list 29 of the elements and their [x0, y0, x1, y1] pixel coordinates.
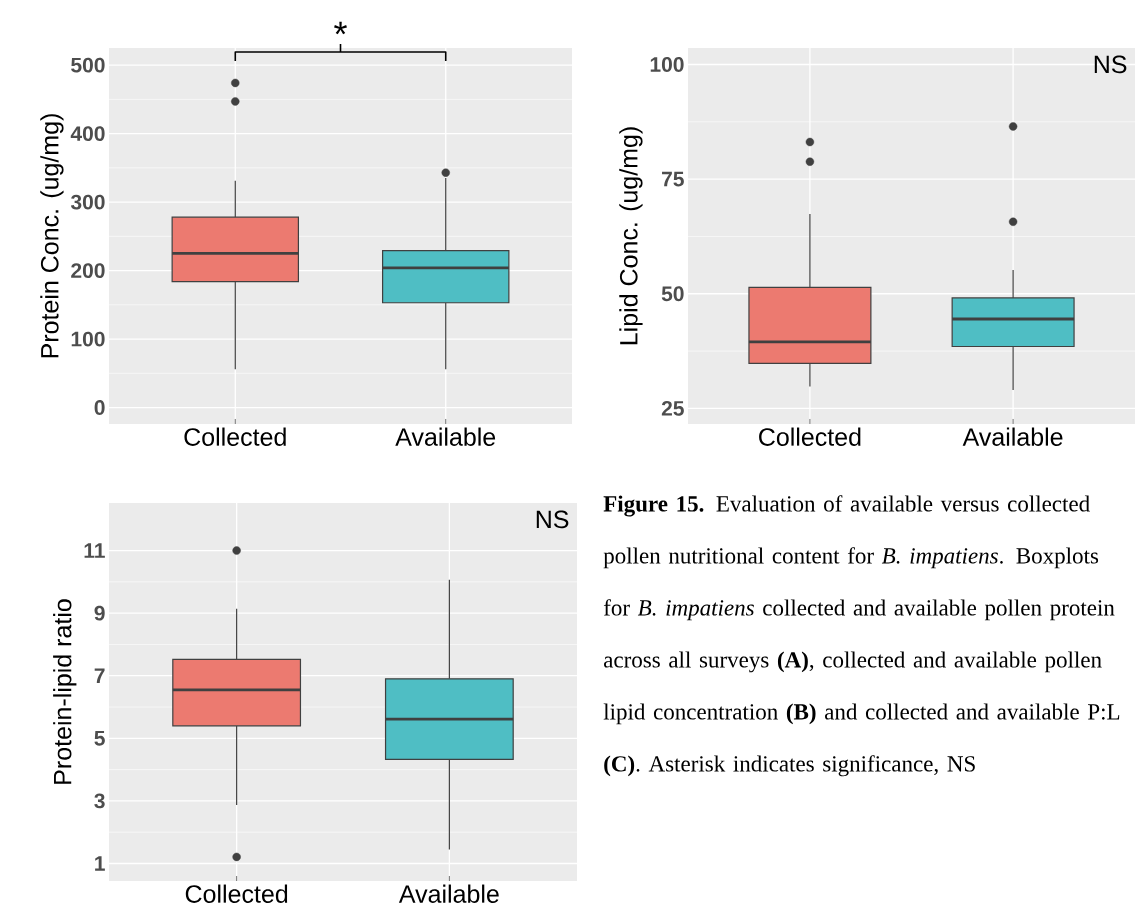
y-tick-label: 5 [94, 730, 105, 746]
y-tick-label: 0 [94, 400, 105, 415]
y-axis-title: Protein-lipid ratio [53, 599, 77, 784]
x-tick-label: Collected [184, 427, 286, 446]
x-tick-label: Collected [759, 427, 861, 446]
text: * [334, 21, 347, 35]
y-axis-title: Lipid Conc. (ug/mg) [619, 127, 643, 345]
y-tick-label: 25 [661, 400, 684, 416]
y-tick-label: 200 [71, 263, 105, 279]
y-tick-label: 400 [70, 126, 105, 142]
text: Figure 15. Evaluation of available versus collected pollen nutritional content for B. impatiens. Boxplots for B. impatiens collected and available pollen protein across all surveys (A), collected and available pollen lipid concentration (B) and collected and available P:L (C). Asterisk indicates significance, NS [603, 495, 1120, 777]
x-tick-label: Collected [185, 884, 288, 903]
y-tick-label: 100 [71, 331, 105, 347]
y-tick-label: 75 [662, 171, 684, 187]
annotation: NS [536, 510, 569, 529]
y-tick-label: 11 [84, 543, 105, 558]
annotation: NS [1094, 55, 1127, 74]
x-tick-label: Available [962, 427, 1063, 446]
y-tick-label: 50 [661, 286, 684, 302]
y-tick-label: 300 [70, 194, 105, 210]
y-tick-label: 1 [95, 856, 105, 871]
y-tick-label: 500 [71, 57, 105, 73]
y-tick-label: 100 [650, 57, 684, 72]
y-tick-label: 9 [94, 605, 105, 621]
y-tick-label: 7 [94, 668, 105, 683]
x-tick-label: Available [398, 884, 499, 903]
y-axis-title: Protein Conc. (ug/mg) [40, 114, 64, 358]
y-tick-label: 3 [94, 793, 105, 809]
x-tick-label: Available [395, 427, 496, 446]
